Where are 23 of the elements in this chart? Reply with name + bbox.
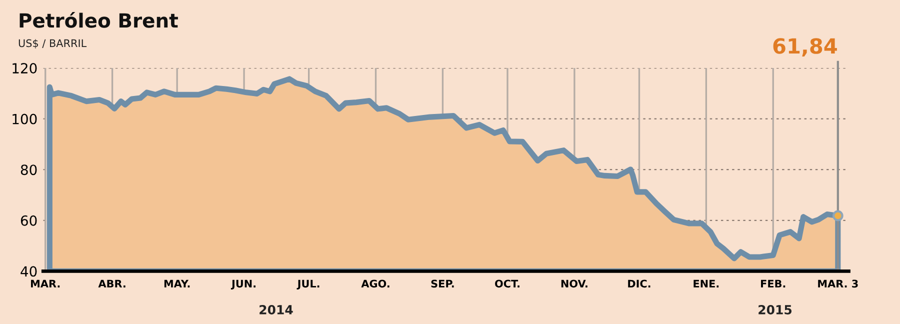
x-tick-label: JUN. xyxy=(230,280,256,290)
y-tick-label: 40 xyxy=(20,266,37,277)
y-tick-label: 60 xyxy=(20,215,37,226)
y-tick-label: 120 xyxy=(12,63,37,74)
x-tick-label: AGO. xyxy=(361,280,390,288)
x-tick-label: OCT. xyxy=(495,280,520,288)
x-tick-label: MAR. xyxy=(31,280,60,288)
x-tick-label: ABR. xyxy=(98,280,126,288)
chart-subtitle: US$ / BARRIL xyxy=(18,39,87,49)
y-tick-label: 80 xyxy=(20,164,37,176)
x-tick-label: ENE. xyxy=(694,280,719,288)
chart-title: Petróleo Brent xyxy=(20,12,178,28)
x-tick-label: DIC. xyxy=(628,280,650,288)
x-tick-label: MAR. 3 xyxy=(818,280,858,288)
x-tick-label: NOV. xyxy=(561,280,588,288)
text: 2015 xyxy=(758,305,792,314)
ref-line-label: 61,84 xyxy=(773,38,837,57)
x-tick-label: JUL. xyxy=(296,280,320,290)
x-tick-label: SEP. xyxy=(431,280,454,288)
text: 2014 xyxy=(260,305,293,314)
x-tick-label: FEB. xyxy=(761,280,786,288)
y-tick-label: 100 xyxy=(12,114,37,124)
x-tick-label: MAY. xyxy=(164,280,190,288)
